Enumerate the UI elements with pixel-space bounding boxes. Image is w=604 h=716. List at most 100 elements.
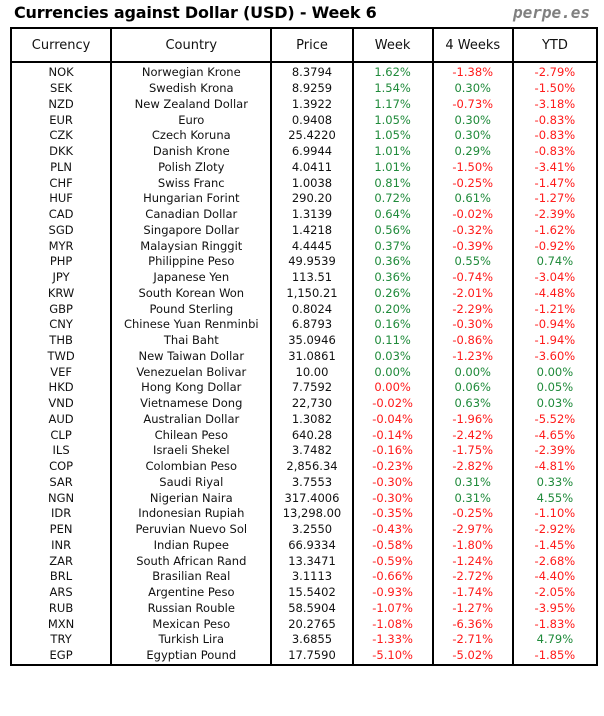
country-name: Thai Baht [110, 332, 273, 349]
currency-code: VEF [9, 364, 113, 380]
week-change: -0.04% [351, 411, 434, 428]
four-weeks-change: -0.74% [431, 269, 514, 286]
price: 4.0411 [270, 159, 354, 176]
price: 3.7553 [270, 474, 354, 491]
country-name: Hong Kong Dollar [110, 380, 273, 396]
ytd-change: -3.41% [511, 159, 599, 176]
currency-code: CNY [9, 317, 113, 333]
price: 66.9334 [270, 537, 354, 554]
table-row: CHF Swiss Franc 1.0038 0.81% -0.25% -1.47% [9, 175, 599, 191]
week-change: 1.01% [351, 143, 434, 160]
currency-code: SEK [9, 80, 113, 97]
ytd-change: -1.47% [511, 175, 599, 191]
price: 290.20 [270, 191, 354, 207]
four-weeks-change: -1.27% [431, 600, 514, 617]
country-name: Indonesian Rupiah [110, 506, 273, 522]
country-name: Turkish Lira [110, 632, 273, 648]
country-name: Israeli Shekel [110, 443, 273, 459]
table-row: RUB Russian Rouble 58.5904 -1.07% -1.27% -3.9… [9, 600, 599, 617]
table-row: VEF Venezuelan Bolivar 10.00 0.00% 0.00% 0.00… [9, 364, 599, 380]
country-name: Australian Dollar [110, 411, 273, 428]
week-change: -0.35% [351, 506, 434, 522]
four-weeks-change: 0.61% [431, 191, 514, 207]
four-weeks-change: -1.24% [431, 553, 514, 569]
price: 1.4218 [270, 222, 354, 239]
price: 13.3471 [270, 553, 354, 569]
table-row: ILS Israeli Shekel 3.7482 -0.16% -1.75% -2.39… [9, 443, 599, 459]
ytd-change: -0.92% [511, 238, 599, 254]
ytd-change: -1.50% [511, 80, 599, 97]
currency-code: RUB [9, 600, 113, 617]
four-weeks-change: -1.50% [431, 159, 514, 176]
table-row: DKK Danish Krone 6.9944 1.01% 0.29% -0.83% [9, 143, 599, 160]
table-header: Currency Country Price Week 4 Weeks YTD [9, 27, 599, 63]
price: 31.0861 [270, 348, 354, 365]
ytd-change: -3.18% [511, 96, 599, 113]
country-name: Swiss Franc [110, 175, 273, 191]
week-change: 0.20% [351, 301, 434, 317]
week-change: 1.54% [351, 80, 434, 97]
country-name: Egyptian Pound [110, 647, 273, 665]
currency-code: CAD [9, 206, 113, 223]
four-weeks-change: -2.72% [431, 569, 514, 585]
country-name: New Taiwan Dollar [110, 348, 273, 365]
currency-code: VND [9, 395, 113, 412]
ytd-change: -2.39% [511, 206, 599, 223]
ytd-change: -3.04% [511, 269, 599, 286]
week-change: 1.05% [351, 112, 434, 128]
country-name: Argentine Peso [110, 584, 273, 601]
table-row: ARS Argentine Peso 15.5402 -0.93% -1.74% -2.0… [9, 584, 599, 601]
country-name: Norwegian Krone [110, 62, 273, 81]
table-row: THB Thai Baht 35.0946 0.11% -0.86% -1.94% [9, 332, 599, 349]
currency-code: ZAR [9, 553, 113, 569]
ytd-change: 0.33% [511, 474, 599, 491]
week-change: -0.30% [351, 474, 434, 491]
currency-code: CHF [9, 175, 113, 191]
currency-code: MXN [9, 616, 113, 632]
header-4-weeks: 4 Weeks [431, 27, 514, 63]
four-weeks-change: -2.42% [431, 427, 514, 443]
ytd-change: -0.94% [511, 317, 599, 333]
ytd-change: -4.81% [511, 458, 599, 475]
four-weeks-change: 0.30% [431, 112, 514, 128]
four-weeks-change: -2.97% [431, 521, 514, 538]
four-weeks-change: -2.29% [431, 301, 514, 317]
table-row: HUF Hungarian Forint 290.20 0.72% 0.61% -1.27… [9, 191, 599, 207]
four-weeks-change: -0.73% [431, 96, 514, 113]
four-weeks-change: -0.02% [431, 206, 514, 223]
currency-code: MYR [9, 238, 113, 254]
ytd-change: -2.05% [511, 584, 599, 601]
four-weeks-change: -5.02% [431, 647, 514, 665]
table-row: TRY Turkish Lira 3.6855 -1.33% -2.71% 4.79% [9, 632, 599, 648]
price: 58.5904 [270, 600, 354, 617]
week-change: -0.59% [351, 553, 434, 569]
currency-code: ARS [9, 584, 113, 601]
page-title: Currencies against Dollar (USD) - Week 6 [14, 3, 377, 22]
price: 3.7482 [270, 443, 354, 459]
header-price: Price [270, 27, 354, 63]
four-weeks-change: -1.74% [431, 584, 514, 601]
price: 1.0038 [270, 175, 354, 191]
price: 8.9259 [270, 80, 354, 97]
week-change: 0.26% [351, 285, 434, 302]
header-ytd: YTD [511, 27, 599, 63]
price: 1,150.21 [270, 285, 354, 302]
week-change: -5.10% [351, 647, 434, 665]
price: 1.3082 [270, 411, 354, 428]
price: 3.6855 [270, 632, 354, 648]
price: 6.8793 [270, 317, 354, 333]
currency-code: SGD [9, 222, 113, 239]
header-currency: Currency [9, 27, 113, 63]
price: 6.9944 [270, 143, 354, 160]
four-weeks-change: 0.30% [431, 128, 514, 144]
price: 49.9539 [270, 254, 354, 270]
ytd-change: -1.10% [511, 506, 599, 522]
currency-code: EUR [9, 112, 113, 128]
country-name: Russian Rouble [110, 600, 273, 617]
ytd-change: -1.21% [511, 301, 599, 317]
country-name: Venezuelan Bolivar [110, 364, 273, 380]
ytd-change: -1.85% [511, 647, 599, 665]
table-row: SEK Swedish Krona 8.9259 1.54% 0.30% -1.50% [9, 80, 599, 97]
ytd-change: -3.60% [511, 348, 599, 365]
four-weeks-change: 0.00% [431, 364, 514, 380]
